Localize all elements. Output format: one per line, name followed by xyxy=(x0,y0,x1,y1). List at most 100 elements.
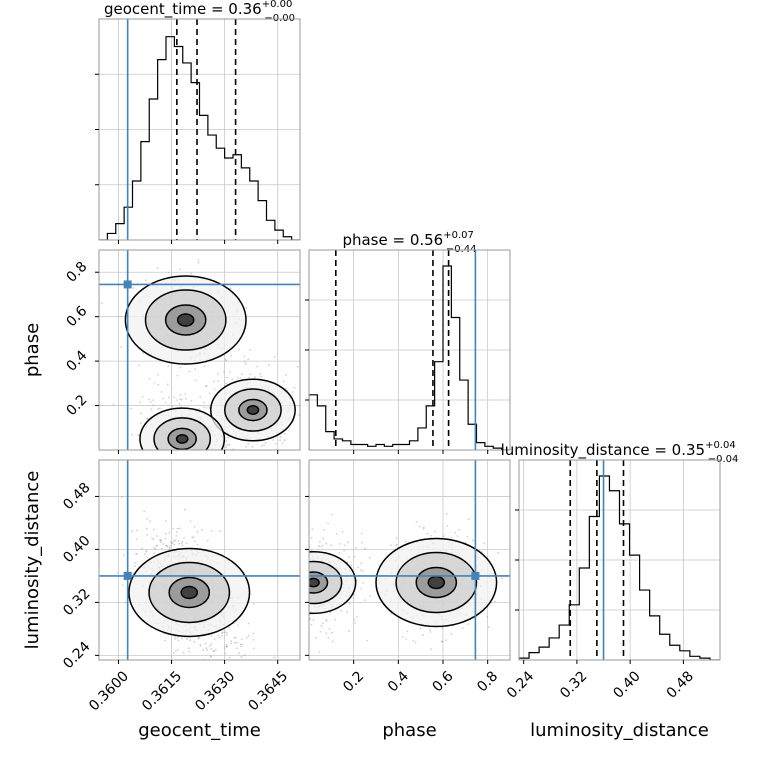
y-tick-label: 0.48 xyxy=(60,480,93,513)
scatter-point xyxy=(301,557,303,559)
scatter-point xyxy=(263,483,265,485)
scatter-point xyxy=(131,433,134,436)
scatter-point xyxy=(184,453,186,455)
scatter-point xyxy=(295,581,297,583)
scatter-point xyxy=(185,456,187,458)
scatter-point xyxy=(247,358,250,361)
scatter-point xyxy=(294,595,296,597)
scatter-point xyxy=(288,486,290,488)
scatter-point xyxy=(213,638,216,641)
scatter-point xyxy=(181,544,184,547)
scatter-point xyxy=(150,408,153,411)
scatter-point xyxy=(156,544,159,547)
scatter-point xyxy=(306,573,308,575)
scatter-point xyxy=(202,649,205,652)
scatter-point xyxy=(282,380,285,383)
scatter-point xyxy=(148,464,150,466)
scatter-point xyxy=(176,527,179,530)
scatter-point xyxy=(252,573,254,575)
scatter-point xyxy=(303,528,305,530)
scatter-point xyxy=(146,417,149,420)
scatter-point xyxy=(220,660,222,662)
scatter-point xyxy=(215,463,217,465)
scatter-point xyxy=(348,630,350,633)
panel-luminosity_distance-geocent_time: 0.3600 0.3615 0.3630 0.3645 geocent_time 0.24… xyxy=(22,459,301,741)
scatter-point xyxy=(168,469,170,471)
scatter-point xyxy=(304,595,306,597)
scatter-point xyxy=(226,645,229,648)
scatter-point xyxy=(196,530,199,533)
scatter-point xyxy=(176,374,179,377)
scatter-point xyxy=(163,451,165,453)
y-ticks: 0.2 0.4 0.6 0.8 xyxy=(63,259,99,419)
scatter-point xyxy=(360,587,362,590)
scatter-point xyxy=(159,539,162,542)
scatter-point xyxy=(220,634,223,637)
scatter-point xyxy=(290,566,292,568)
scatter-point xyxy=(301,571,303,573)
scatter-point xyxy=(144,279,147,282)
scatter-point xyxy=(162,542,165,545)
scatter-point xyxy=(285,584,287,586)
scatter-point xyxy=(167,365,170,368)
scatter-point xyxy=(297,570,299,572)
scatter-point xyxy=(174,475,176,477)
scatter-point xyxy=(167,396,170,399)
x-tick-label: 0.40 xyxy=(610,668,643,701)
scatter-point xyxy=(292,590,294,592)
scatter-point xyxy=(249,348,252,351)
scatter-point xyxy=(290,592,292,594)
scatter-point xyxy=(238,483,240,485)
scatter-point xyxy=(302,562,304,564)
scatter-point xyxy=(285,552,287,554)
scatter-point xyxy=(206,539,209,542)
scatter-point xyxy=(191,457,193,459)
scatter-point xyxy=(289,568,291,570)
scatter-point xyxy=(254,376,256,379)
scatter-point xyxy=(175,650,177,653)
scatter-point xyxy=(247,443,250,445)
x-tick-label: 0.3630 xyxy=(192,668,238,714)
scatter-point xyxy=(100,302,103,305)
scatter-point xyxy=(500,577,503,580)
scatter-point xyxy=(404,540,407,543)
scatter-point xyxy=(304,607,306,609)
scatter-point xyxy=(325,632,328,635)
scatter-point xyxy=(307,589,309,591)
scatter-point xyxy=(264,583,266,585)
scatter-point xyxy=(179,393,182,396)
scatter-point xyxy=(193,525,196,528)
scatter-point xyxy=(181,478,183,480)
scatter-point xyxy=(124,601,127,604)
scatter-point xyxy=(205,385,208,387)
scatter-point xyxy=(177,472,179,474)
grid-lines xyxy=(309,250,510,450)
scatter-point xyxy=(212,650,215,652)
scatter-point xyxy=(174,636,176,638)
scatter-point xyxy=(136,453,138,455)
scatter-point xyxy=(301,597,303,599)
scatter-point xyxy=(306,576,308,578)
scatter-point xyxy=(321,622,324,625)
scatter-point xyxy=(167,271,170,274)
panel-phase-phase: phase = 0.56+0.07 −0.44 xyxy=(305,230,511,454)
scatter-point xyxy=(268,543,270,545)
scatter-point xyxy=(273,631,275,633)
scatter-point xyxy=(350,564,353,567)
scatter-point xyxy=(234,636,237,639)
x-tick-label: 0.6 xyxy=(430,668,457,695)
scatter-point xyxy=(132,486,134,488)
scatter-point xyxy=(289,585,291,587)
scatter-point xyxy=(182,651,185,654)
grid-lines xyxy=(519,460,720,660)
scatter-point xyxy=(225,440,228,443)
scatter-point xyxy=(190,471,192,473)
scatter-point xyxy=(304,576,306,578)
scatter-point xyxy=(160,547,163,550)
scatter-point xyxy=(304,546,306,548)
scatter-point xyxy=(297,591,299,593)
density-contours xyxy=(309,537,498,628)
scatter-point xyxy=(366,639,369,642)
scatter-point xyxy=(296,566,298,568)
scatter-point xyxy=(292,546,294,548)
